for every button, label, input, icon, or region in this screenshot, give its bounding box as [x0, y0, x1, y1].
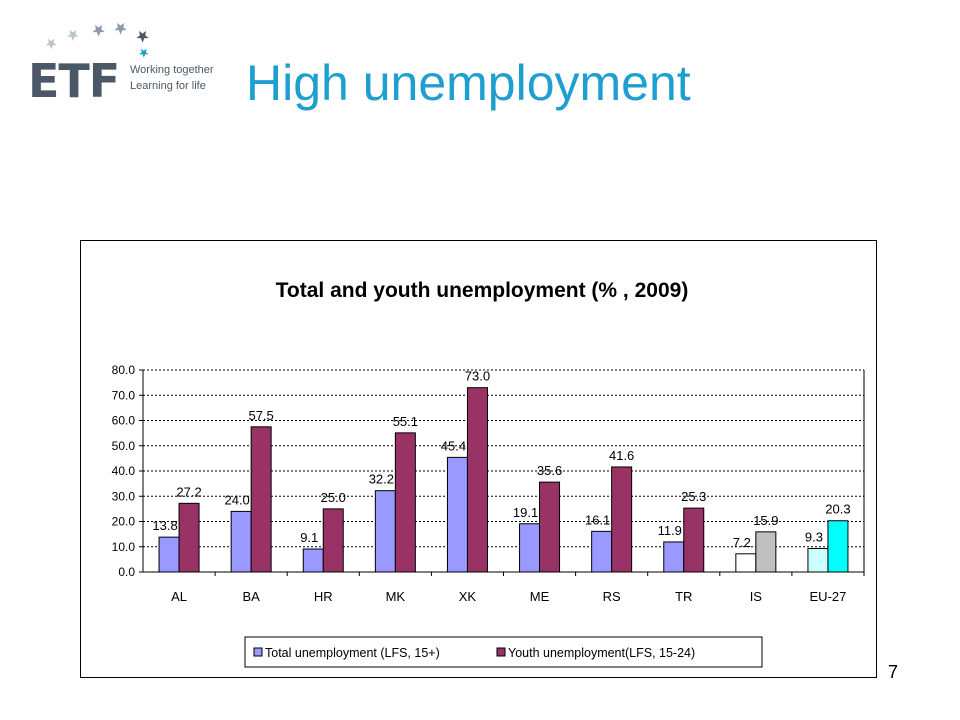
data-label-total-ME: 19.1: [513, 505, 538, 520]
bar-total-RS: [591, 530, 613, 573]
data-label-total-EU-27: 9.3: [805, 530, 823, 545]
y-tick-label: 70.0: [112, 388, 136, 402]
data-label-youth-HR: 25.0: [321, 490, 346, 505]
y-tick-label: 40.0: [112, 464, 136, 478]
y-tick-label: 30.0: [112, 489, 136, 503]
bar-youth-BA: [250, 426, 272, 573]
x-tick-label-IS: IS: [750, 589, 763, 604]
chart-title: Total and youth unemployment (% , 2009): [276, 279, 689, 302]
legend-label-total: Total unemployment (LFS, 15+): [265, 646, 440, 660]
bar-total-BA: [230, 510, 252, 573]
logo-tagline-1: Working together: [130, 64, 214, 76]
bar-youth-MK: [394, 432, 416, 573]
y-tick-label: 50.0: [112, 439, 136, 453]
data-label-total-RS: 16.1: [585, 512, 610, 527]
data-label-youth-RS: 41.6: [609, 448, 634, 463]
data-label-youth-IS: 15.9: [753, 513, 778, 528]
bar-youth-AL: [178, 502, 200, 573]
bar-youth-XK: [466, 387, 488, 573]
bar-total-IS: [735, 553, 757, 573]
bar-total-MK: [374, 490, 396, 573]
bar-youth-ME: [539, 481, 561, 573]
bar-total-AL: [158, 536, 180, 573]
legend-swatch-youth: [496, 647, 506, 657]
bar-total-HR: [302, 548, 324, 573]
bar-total-TR: [663, 541, 685, 573]
data-label-total-BA: 24.0: [224, 492, 249, 507]
y-tick-label: 10.0: [112, 540, 136, 554]
bar-chart: Total and youth unemployment (% , 2009) 0…: [112, 279, 865, 668]
data-label-youth-MK: 55.1: [393, 414, 418, 429]
data-label-youth-EU-27: 20.3: [825, 502, 850, 517]
data-label-total-MK: 32.2: [369, 472, 394, 487]
slide-title: High unemployment: [246, 55, 691, 111]
x-tick-label-HR: HR: [314, 589, 333, 604]
data-label-youth-TR: 25.3: [681, 489, 706, 504]
x-tick-label-BA: BA: [242, 589, 260, 604]
bar-youth-IS: [755, 531, 777, 573]
data-label-youth-ME: 35.6: [537, 463, 562, 478]
data-label-total-HR: 9.1: [300, 530, 318, 545]
stars-icon: [45, 22, 149, 58]
x-tick-label-EU-27: EU-27: [810, 589, 847, 604]
data-label-total-IS: 7.2: [733, 535, 751, 550]
y-tick-label: 20.0: [112, 515, 136, 529]
data-label-youth-AL: 27.2: [176, 484, 201, 499]
etf-logo: ETF Working together Learning for life: [28, 18, 228, 108]
x-tick-label-AL: AL: [171, 589, 187, 604]
x-tick-label-MK: MK: [386, 589, 406, 604]
data-label-youth-XK: 73.0: [465, 369, 490, 384]
bar-youth-HR: [322, 508, 344, 573]
x-tick-label-TR: TR: [675, 589, 692, 604]
data-label-total-AL: 13.8: [152, 518, 177, 533]
data-label-total-XK: 45.4: [441, 438, 466, 453]
bar-youth-TR: [683, 507, 705, 573]
logo-wordmark: ETF: [28, 54, 120, 108]
bar-youth-RS: [611, 466, 633, 573]
chart-frame: Total and youth unemployment (% , 2009) 0…: [80, 240, 877, 678]
x-tick-label-ME: ME: [530, 589, 550, 604]
data-label-total-TR: 11.9: [658, 523, 682, 538]
bar-youth-EU-27: [827, 520, 849, 573]
legend-label-youth: Youth unemployment(LFS, 15-24): [508, 646, 695, 660]
x-tick-label-XK: XK: [459, 589, 477, 604]
data-label-youth-BA: 57.5: [248, 408, 273, 423]
logo-tagline-2: Learning for life: [130, 80, 206, 92]
x-tick-label-RS: RS: [603, 589, 621, 604]
bar-total-XK: [446, 456, 468, 573]
bar-total-EU-27: [807, 548, 829, 573]
y-tick-label: 60.0: [112, 414, 136, 428]
bar-total-ME: [519, 523, 541, 573]
legend-swatch-total: [253, 647, 263, 657]
y-tick-label: 0.0: [118, 565, 135, 579]
page-number: 7: [888, 662, 899, 682]
y-tick-label: 80.0: [112, 363, 136, 377]
